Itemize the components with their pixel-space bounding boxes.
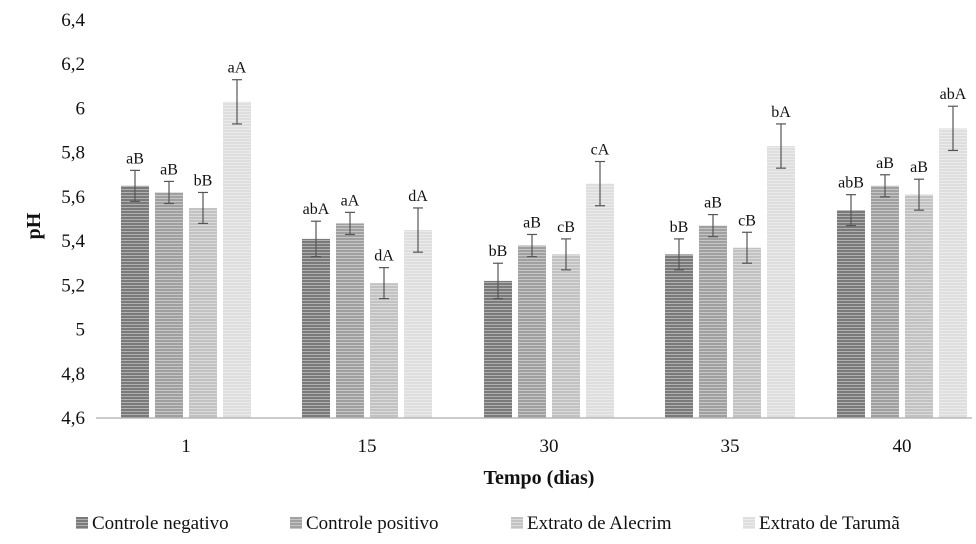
bar bbox=[699, 225, 727, 418]
error-bar bbox=[914, 178, 924, 211]
error-bar bbox=[595, 160, 605, 207]
error-bar bbox=[948, 105, 958, 152]
bar-data-label: bB bbox=[489, 243, 508, 260]
bar bbox=[302, 238, 330, 418]
error-bar bbox=[846, 194, 856, 227]
error-bar bbox=[198, 191, 208, 225]
error-bar bbox=[345, 211, 355, 236]
bar-data-label: bB bbox=[670, 219, 689, 236]
y-tick-label: 5,6 bbox=[61, 187, 85, 208]
bar bbox=[155, 192, 183, 418]
x-tick-label: 40 bbox=[893, 436, 912, 457]
bar bbox=[484, 280, 512, 418]
bar bbox=[518, 245, 546, 418]
y-tick-label: 6,2 bbox=[61, 54, 85, 75]
legend-label: Controle positivo bbox=[306, 513, 438, 534]
bar bbox=[871, 185, 899, 418]
y-axis-ticks: 4,6 4,8 5 5,2 5,4 5,6 5,8 6 6,2 6,4 bbox=[61, 10, 85, 429]
y-tick-label: 5 bbox=[76, 320, 86, 341]
bar-labels: aB aB bB aA abA aA dA dA bB aB cB cA bB aB cB bA abB aB aB… bbox=[126, 60, 967, 265]
bar-data-label: abB bbox=[838, 175, 864, 192]
legend: Controle negativo Controle positivo Extrat… bbox=[76, 513, 900, 534]
legend-item: Controle negativo bbox=[76, 513, 229, 534]
x-axis-ticks: 1 15 30 35 40 bbox=[181, 436, 911, 457]
bar-data-label: aB bbox=[523, 214, 541, 231]
legend-item: Extrato de Alecrim bbox=[511, 513, 672, 534]
bar bbox=[370, 283, 398, 418]
error-bar bbox=[232, 79, 242, 125]
error-bar bbox=[413, 207, 423, 253]
x-tick-label: 1 bbox=[181, 436, 191, 457]
error-bar bbox=[379, 267, 389, 300]
bar-data-label: aB bbox=[910, 159, 928, 176]
bar-data-label: dA bbox=[374, 248, 394, 265]
bar bbox=[939, 128, 967, 418]
bar-data-label: bA bbox=[771, 104, 791, 121]
error-bar bbox=[776, 123, 786, 169]
bar-data-label: aB bbox=[704, 195, 722, 212]
y-axis-title: pH bbox=[23, 212, 45, 239]
y-tick-label: 4,8 bbox=[61, 364, 85, 385]
error-bar bbox=[674, 238, 684, 271]
bars bbox=[121, 101, 967, 419]
bar bbox=[905, 194, 933, 418]
error-bars bbox=[130, 79, 958, 300]
bar-data-label: aB bbox=[126, 150, 144, 167]
bar-data-label: cA bbox=[591, 142, 610, 159]
y-tick-label: 5,4 bbox=[61, 231, 85, 252]
bar-data-label: dA bbox=[408, 188, 428, 205]
bar-data-label: aA bbox=[228, 60, 247, 77]
bar bbox=[223, 101, 251, 419]
bar-data-label: aB bbox=[876, 155, 894, 172]
legend-swatch bbox=[743, 517, 755, 529]
error-bar bbox=[164, 180, 174, 205]
bar bbox=[837, 210, 865, 418]
legend-swatch bbox=[290, 517, 302, 529]
legend-item: Extrato de Tarumã bbox=[743, 513, 900, 534]
bar bbox=[665, 254, 693, 418]
legend-item: Controle positivo bbox=[290, 513, 438, 534]
y-tick-label: 4,6 bbox=[61, 408, 85, 429]
error-bar bbox=[880, 174, 890, 198]
bar-data-label: cB bbox=[738, 212, 756, 229]
x-tick-label: 15 bbox=[358, 436, 377, 457]
y-tick-label: 6,4 bbox=[61, 10, 85, 31]
error-bar bbox=[311, 220, 321, 258]
error-bar bbox=[708, 213, 718, 238]
bar bbox=[336, 223, 364, 418]
bar-data-label: aB bbox=[160, 161, 178, 178]
y-tick-label: 6 bbox=[76, 98, 86, 119]
legend-label: Extrato de Alecrim bbox=[527, 513, 672, 534]
y-tick-label: 5,2 bbox=[61, 275, 85, 296]
error-bar bbox=[742, 231, 752, 264]
error-bar bbox=[561, 238, 571, 271]
legend-swatch bbox=[76, 517, 88, 529]
bar bbox=[189, 207, 217, 418]
x-axis-title: Tempo (dias) bbox=[484, 467, 595, 489]
bar bbox=[767, 146, 795, 419]
legend-label: Extrato de Tarumã bbox=[759, 513, 900, 534]
bar-data-label: abA bbox=[303, 201, 330, 218]
x-tick-label: 35 bbox=[721, 436, 740, 457]
bar bbox=[586, 183, 614, 418]
x-tick-label: 30 bbox=[540, 436, 559, 457]
error-bar bbox=[493, 262, 503, 300]
bar bbox=[121, 185, 149, 418]
bar-data-label: aA bbox=[341, 192, 360, 209]
bar-data-label: cB bbox=[557, 219, 575, 236]
bar bbox=[404, 230, 432, 418]
y-tick-label: 5,8 bbox=[61, 143, 85, 164]
bar-data-label: abA bbox=[940, 86, 967, 103]
error-bar bbox=[527, 233, 537, 258]
legend-swatch bbox=[511, 517, 523, 529]
bar bbox=[552, 254, 580, 418]
bar-data-label: bB bbox=[194, 172, 213, 189]
error-bar bbox=[130, 169, 140, 202]
bar bbox=[733, 247, 761, 418]
legend-label: Controle negativo bbox=[92, 513, 229, 534]
